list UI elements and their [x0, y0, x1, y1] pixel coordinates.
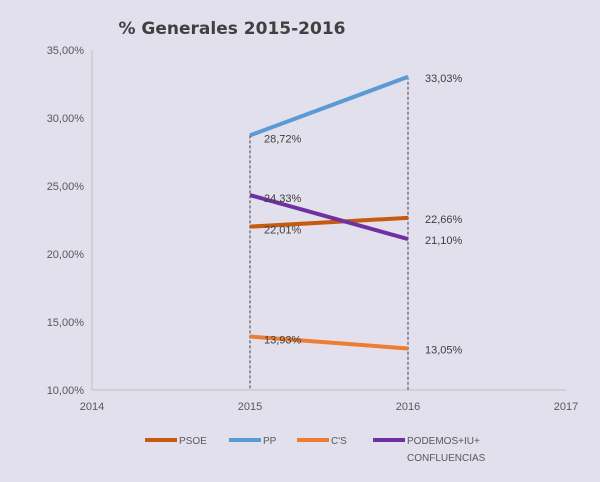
x-tick-label: 2016: [396, 401, 420, 413]
data-label: 21,10%: [425, 235, 463, 247]
data-label: 13,93%: [264, 335, 302, 347]
chart-title: % Generales 2015-2016: [118, 19, 345, 39]
data-label: 33,03%: [425, 73, 463, 85]
y-tick-label: 10,00%: [47, 385, 85, 397]
series-line-psoe: [249, 215, 409, 229]
y-tick-label: 30,00%: [47, 113, 85, 125]
data-label: 13,05%: [425, 345, 463, 357]
x-tick-label: 2017: [554, 401, 578, 413]
y-tick-label: 35,00%: [47, 45, 85, 57]
data-label: 22,01%: [264, 225, 302, 237]
series-line-podemos: [249, 193, 409, 241]
series-line-pp: [249, 74, 409, 138]
x-tick-label: 2014: [80, 401, 104, 413]
legend-label: C'S: [331, 436, 347, 447]
data-label: 24,33%: [264, 193, 302, 205]
data-label: 28,72%: [264, 133, 302, 145]
legend-label: PSOE: [179, 436, 207, 447]
legend-label-cont: CONFLUENCIAS: [407, 453, 486, 464]
series-line-c: [249, 334, 409, 351]
y-tick-label: 25,00%: [47, 181, 85, 193]
x-tick-label: 2015: [238, 401, 262, 413]
legend-label: PODEMOS+IU+: [407, 436, 480, 447]
data-label: 22,66%: [425, 214, 463, 226]
y-tick-label: 20,00%: [47, 249, 85, 261]
legend-label: PP: [263, 436, 277, 447]
y-tick-label: 15,00%: [47, 317, 85, 329]
